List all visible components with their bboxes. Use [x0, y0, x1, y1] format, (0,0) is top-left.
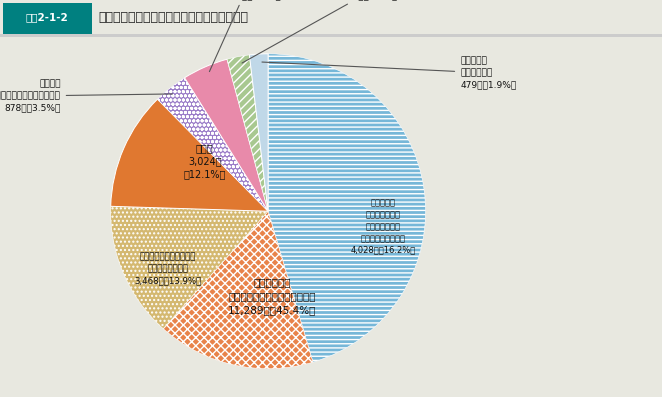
Wedge shape — [227, 55, 268, 211]
Text: 図表2-1-2: 図表2-1-2 — [26, 13, 69, 23]
FancyBboxPatch shape — [3, 2, 92, 34]
Wedge shape — [164, 211, 313, 369]
Wedge shape — [111, 206, 268, 329]
Text: 第１１条関係
（セクシュアルハラスメント）
11,289件（45.4%）: 第１１条関係 （セクシュアルハラスメント） 11,289件（45.4%） — [228, 277, 316, 315]
Wedge shape — [111, 99, 268, 211]
FancyBboxPatch shape — [0, 34, 662, 37]
Text: 第１４条
（ポジティブ・アクション）
878件（3.5%）: 第１４条 （ポジティブ・アクション） 878件（3.5%） — [0, 80, 173, 112]
Text: 第１２条、第１３条関係
（母性健康管理）
3,468件（13.9%）: 第１２条、第１３条関係 （母性健康管理） 3,468件（13.9%） — [134, 252, 202, 285]
Text: 第９条関係
（婚姻、妊娠・
出産等を理由と
する不利益取扱い）
4,028件（16.2%）: 第９条関係 （婚姻、妊娠・ 出産等を理由と する不利益取扱い） 4,028件（1… — [351, 198, 416, 255]
Text: 第６条関係
（配置・昇進・降格・教育訓練等）
562件（2.3%）: 第６条関係 （配置・昇進・降格・教育訓練等） 562件（2.3%） — [242, 0, 427, 63]
Text: 男女雇用機会均等法に関する相談内容の内訳: 男女雇用機会均等法に関する相談内容の内訳 — [98, 11, 248, 24]
Wedge shape — [250, 54, 268, 211]
Wedge shape — [158, 78, 268, 211]
Text: 第５条関係
（募集・採用）
1,165件（4.7%）: 第５条関係 （募集・採用） 1,165件（4.7%） — [209, 0, 281, 71]
Text: 第７条関係
（間接差別）
479件（1.9%）: 第７条関係 （間接差別） 479件（1.9%） — [262, 57, 516, 89]
Wedge shape — [268, 54, 426, 362]
Text: その他
3,024件
（12.1%）: その他 3,024件 （12.1%） — [183, 143, 226, 179]
Wedge shape — [185, 59, 268, 211]
